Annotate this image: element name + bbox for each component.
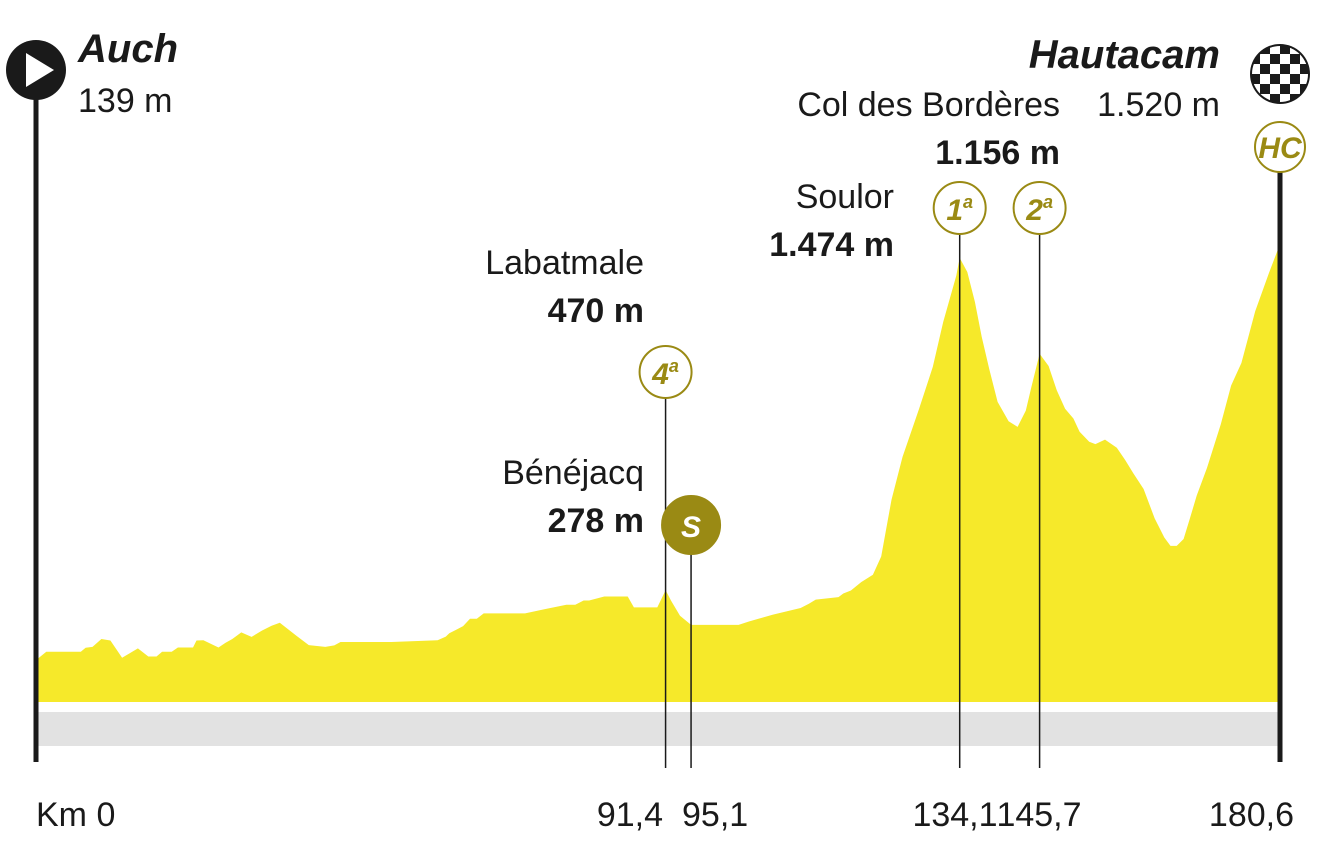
finish-name: Hautacam: [1029, 33, 1220, 77]
checker-square: [1252, 46, 1260, 54]
play-icon: [6, 40, 66, 100]
finish-altitude: 1.520 m: [1097, 86, 1220, 124]
km-end-label: 180,6: [1209, 796, 1294, 834]
category-badge-labatmale: 4a: [638, 345, 693, 399]
benejacq-name: Bénéjacq: [502, 454, 644, 492]
km-label-borderes: 145,7: [996, 796, 1081, 834]
checker-square: [1290, 84, 1300, 94]
checker-square: [1270, 46, 1280, 54]
category-label-benejacq: S: [681, 511, 701, 544]
checker-square: [1260, 74, 1270, 84]
start-altitude: 139 m: [78, 82, 173, 120]
km-label-benejacq: 95,1: [682, 796, 748, 834]
km-start-label: Km 0: [36, 796, 115, 834]
km-label-soulor: 134,1: [912, 796, 997, 834]
start-name: Auch: [77, 27, 178, 71]
checkered-flag-icon: [1250, 44, 1310, 104]
checker-square: [1280, 74, 1290, 84]
climb-markers: 4a S 1a 2a: [638, 181, 1067, 768]
checker-square: [1280, 54, 1290, 64]
soulor-altitude: 1.474 m: [769, 226, 894, 264]
checker-square: [1260, 54, 1270, 64]
finish-category-label: HC: [1258, 132, 1303, 165]
checker-square: [1270, 84, 1280, 94]
finish-category-badge: HC: [1254, 121, 1306, 173]
checker-square: [1300, 74, 1308, 84]
labatmale-altitude: 470 m: [548, 292, 644, 330]
category-badge-benejacq: S: [661, 495, 722, 555]
borderes-name: Col des Bordères: [797, 86, 1060, 124]
baseline-strip: [36, 712, 1280, 746]
km-label-labatmale: 91,4: [597, 796, 663, 834]
benejacq-altitude: 278 m: [548, 502, 644, 540]
category-badge-soulor: 1a: [932, 181, 987, 235]
checker-square: [1290, 64, 1300, 74]
category-badge-bordères: 2a: [1012, 181, 1067, 235]
checker-square: [1252, 64, 1260, 74]
elevation-profile-area: [36, 244, 1280, 702]
labatmale-name: Labatmale: [485, 244, 644, 282]
borderes-altitude: 1.156 m: [935, 134, 1060, 172]
soulor-name: Soulor: [796, 178, 894, 216]
checker-square: [1280, 94, 1290, 102]
checker-square: [1300, 94, 1308, 102]
checker-square: [1270, 64, 1280, 74]
